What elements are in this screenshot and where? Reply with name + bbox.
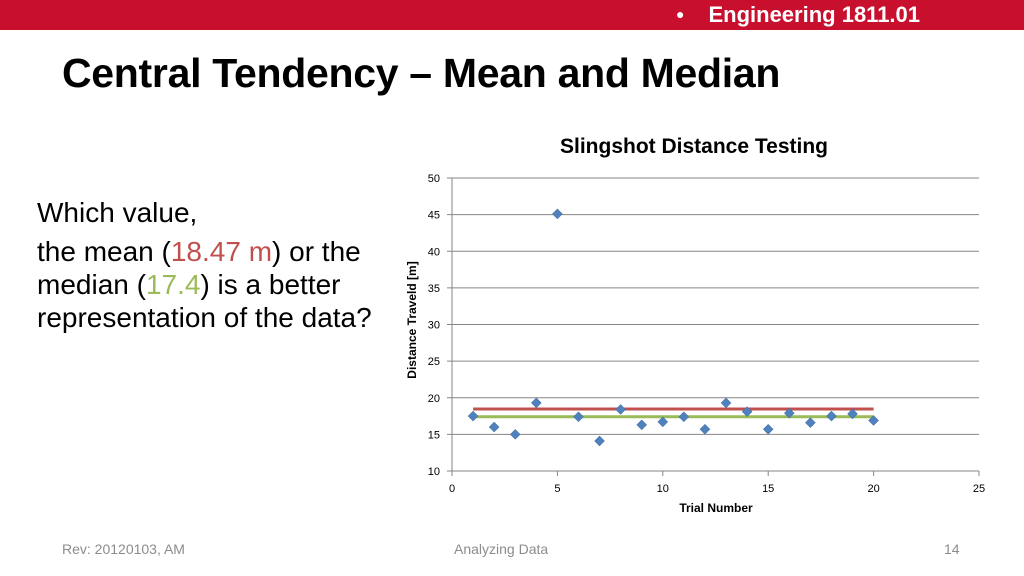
data-point-17 — [805, 417, 816, 429]
data-point-16 — [783, 407, 795, 419]
scatter-chart: Slingshot Distance Testing Trial Number … — [400, 125, 1000, 525]
course-label: Engineering 1811.01 — [708, 2, 921, 27]
question-text: Which value, the mean (18.47 m) or the m… — [37, 196, 397, 340]
question-part-a: the mean ( — [37, 236, 171, 267]
gridlines — [452, 177, 979, 435]
data-point-13 — [720, 397, 732, 409]
x-tick-label-10: 10 — [657, 483, 669, 495]
y-tick-label-15: 15 — [428, 429, 440, 441]
y-axis-label: Distance Traveld [m] — [405, 261, 419, 378]
median-value: 17.4 — [145, 269, 201, 300]
axes — [447, 177, 980, 476]
footer-topic: Analyzing Data — [454, 541, 549, 557]
chart-title: Slingshot Distance Testing — [560, 135, 828, 158]
footer-page-number: 14 — [944, 541, 960, 557]
bullet-icon: ● — [676, 6, 685, 22]
top-bar: ● Engineering 1811.01 — [0, 0, 1024, 30]
data-point-19 — [847, 408, 858, 420]
slide-title: Central Tendency – Mean and Median — [62, 50, 781, 96]
data-point-18 — [826, 410, 837, 422]
chart-svg: Slingshot Distance Testing Trial Number … — [405, 135, 985, 515]
data-point-11 — [678, 411, 690, 423]
y-tick-label-30: 30 — [428, 320, 440, 332]
reference-lines — [473, 407, 874, 419]
y-tick-label-40: 40 — [428, 246, 440, 258]
tick-labels: 10 15 20 25 30 35 40 45 50 0 5 10 15 20 25 — [428, 173, 985, 495]
course-tag: ● Engineering 1811.01 — [676, 2, 920, 28]
x-tick-label-15: 15 — [762, 483, 774, 495]
y-tick-label-10: 10 — [428, 466, 440, 478]
data-point-7 — [594, 435, 605, 447]
question-line-2: the mean (18.47 m) or the median (17.4) … — [37, 235, 397, 334]
data-point-3 — [509, 429, 521, 440]
question-part-b: ) or the median ( — [37, 236, 361, 300]
data-points — [467, 208, 879, 447]
data-point-15 — [762, 423, 774, 435]
y-tick-label-25: 25 — [428, 356, 440, 368]
x-tick-label-5: 5 — [554, 483, 560, 495]
x-tick-label-25: 25 — [973, 483, 985, 495]
x-axis-label: Trial Number — [679, 501, 753, 515]
y-tick-label-20: 20 — [428, 393, 440, 405]
footer-rev: Rev: 20120103, AM — [62, 541, 185, 557]
data-point-1 — [467, 410, 479, 422]
data-point-5 — [552, 208, 563, 220]
y-tick-label-45: 45 — [428, 210, 440, 222]
data-point-14 — [741, 406, 753, 418]
data-point-4 — [530, 397, 542, 409]
y-tick-label-35: 35 — [428, 283, 440, 295]
data-point-9 — [636, 419, 648, 431]
data-point-8 — [615, 404, 626, 415]
x-tick-label-0: 0 — [449, 483, 455, 495]
data-point-20 — [868, 415, 879, 426]
data-point-12 — [699, 423, 711, 435]
data-point-10 — [657, 416, 669, 428]
x-tick-label-20: 20 — [867, 483, 879, 495]
question-line-1: Which value, — [37, 197, 198, 228]
mean-value: 18.47 m — [170, 236, 273, 267]
data-point-2 — [488, 421, 500, 433]
data-point-6 — [573, 411, 584, 423]
question-part-c: ) is a better representation of the data… — [37, 269, 372, 333]
y-tick-label-50: 50 — [428, 173, 440, 185]
